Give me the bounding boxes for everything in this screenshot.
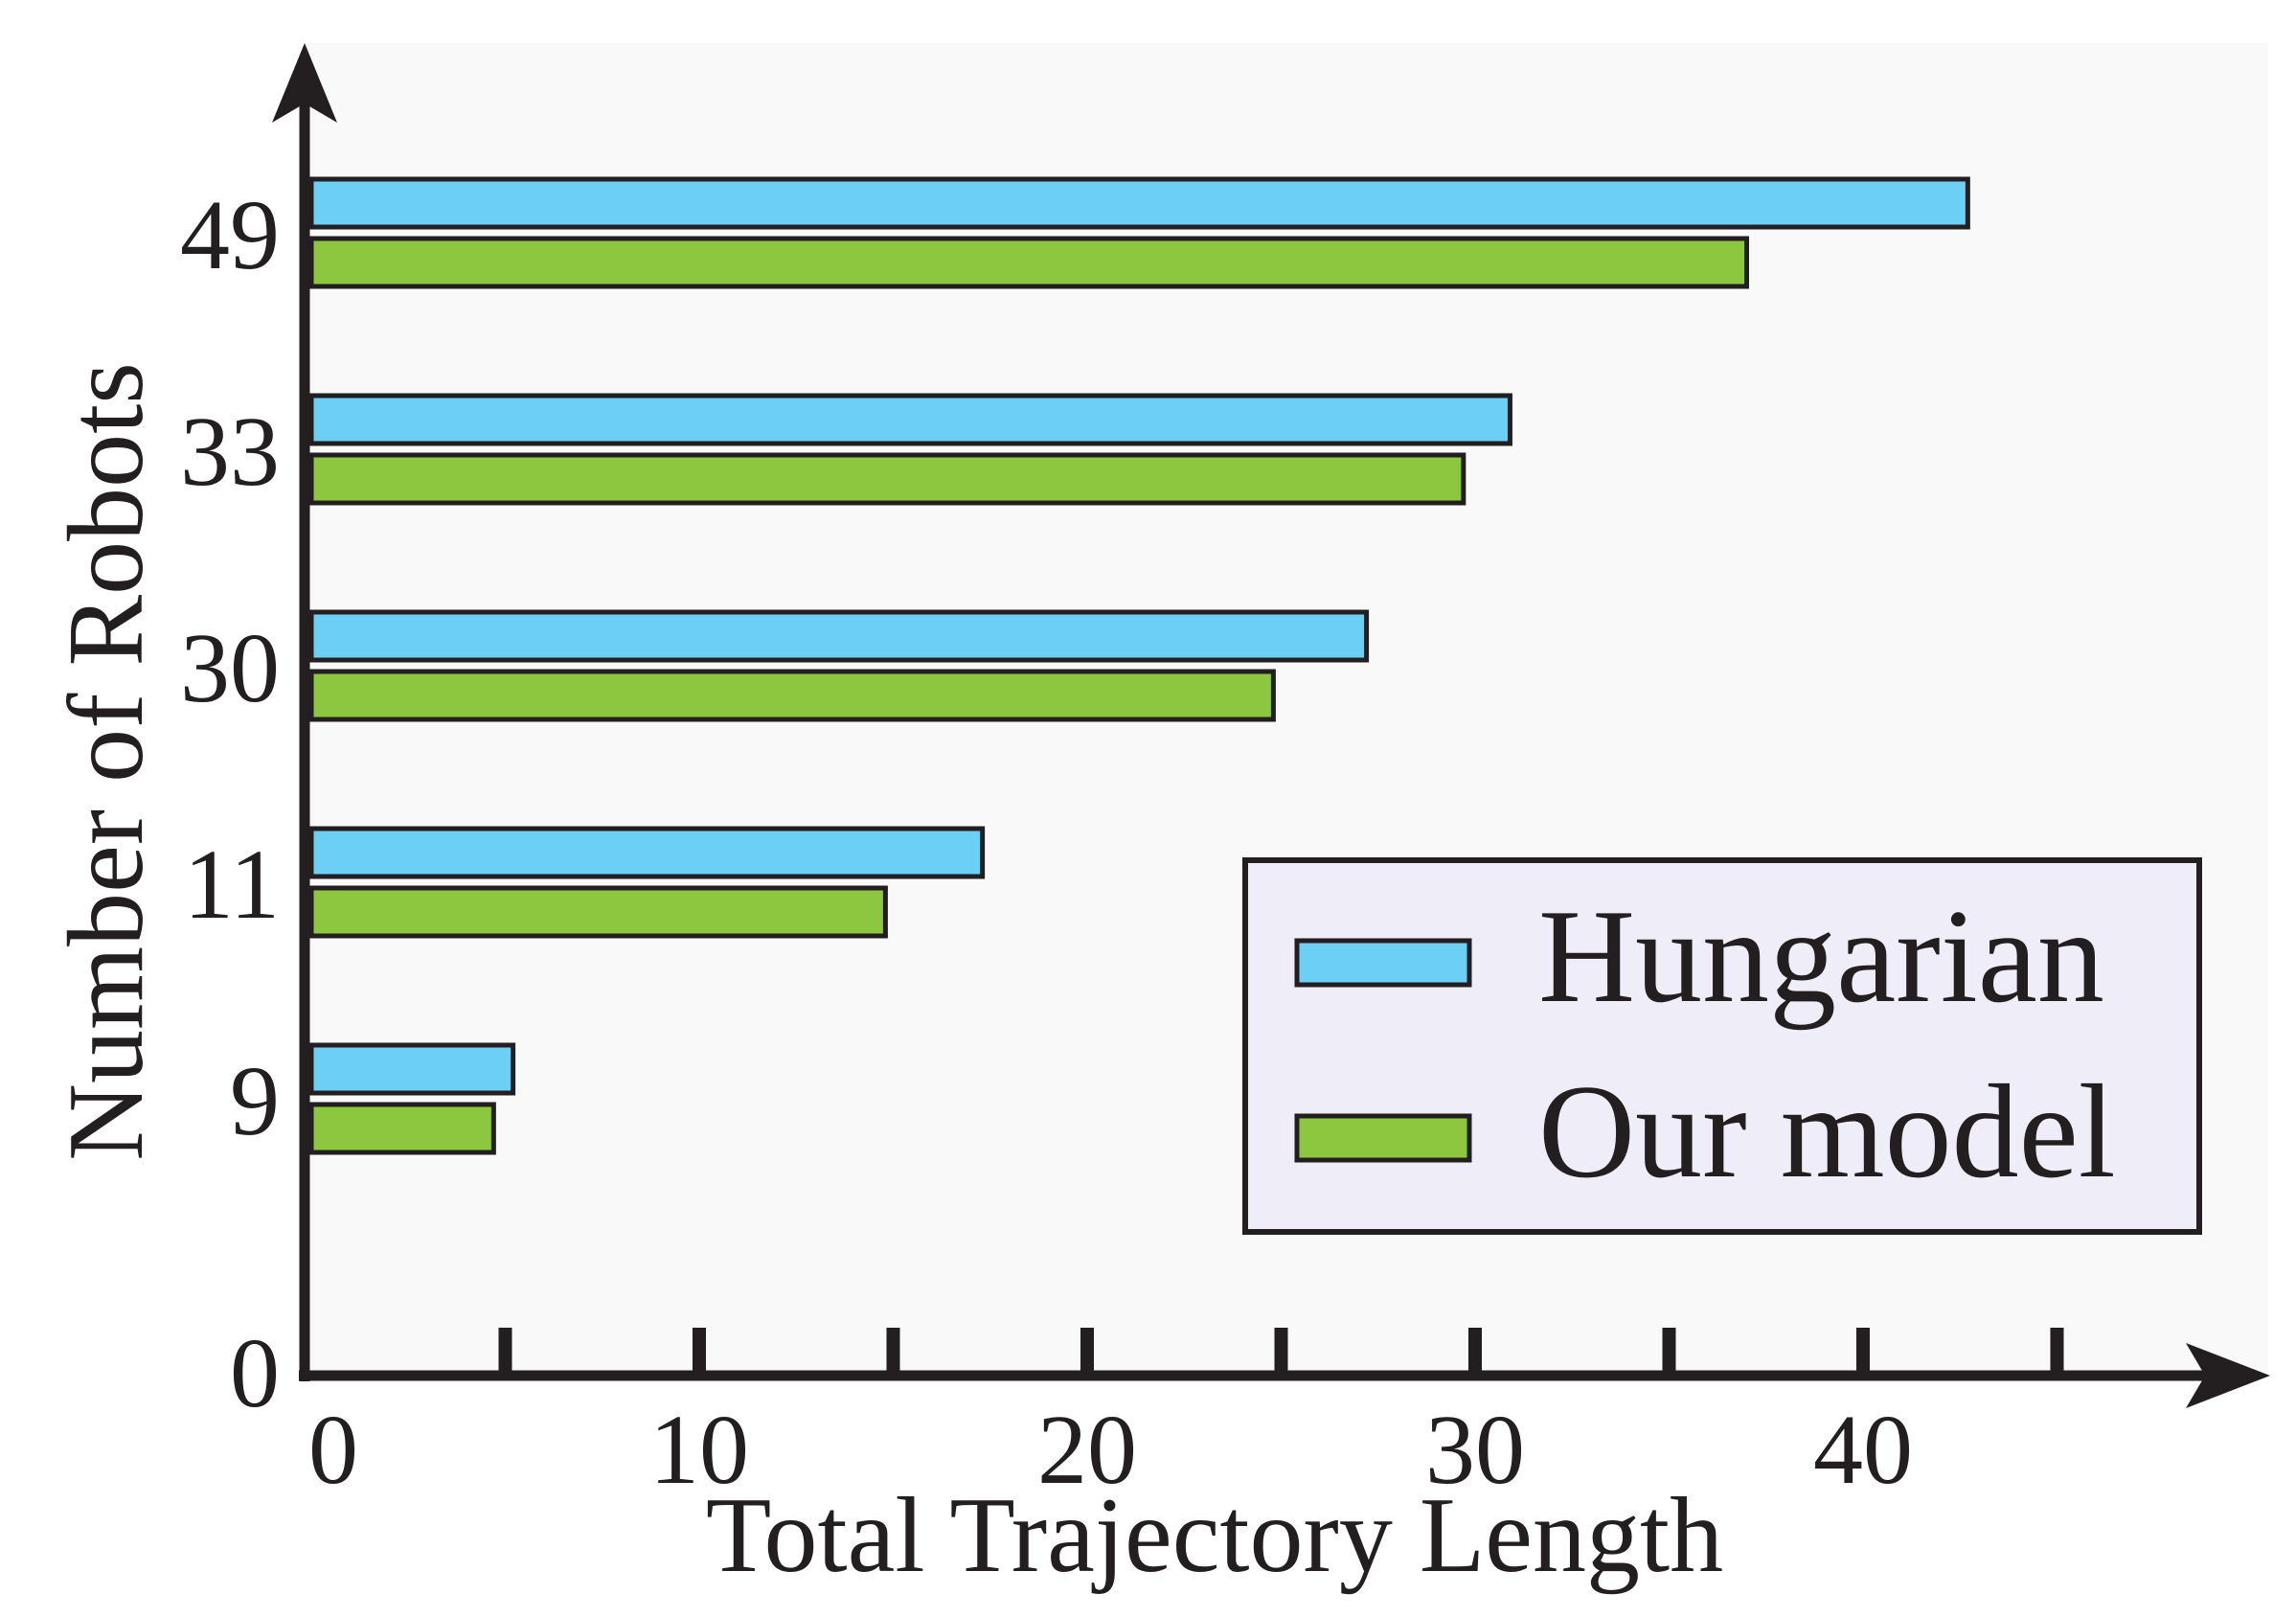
y-tick-label: 33 — [180, 397, 280, 507]
x-tick-label: 20 — [1037, 1395, 1137, 1505]
y-tick-label: 11 — [184, 830, 280, 940]
y-tick-label-origin: 0 — [230, 1318, 280, 1428]
y-axis-label: Number of Robots — [47, 362, 166, 1161]
bar-our-model-11 — [308, 885, 888, 939]
y-tick-label: 49 — [180, 180, 280, 290]
legend-label-hungarian: Hungarian — [1538, 882, 2104, 1031]
bar-our-model-33 — [308, 452, 1466, 506]
x-tick-label: 40 — [1813, 1395, 1913, 1505]
bar-hungarian-30 — [308, 609, 1370, 663]
x-ticks-layer: 0 10 20 30 40 — [308, 1328, 2064, 1505]
x-axis-label: Total Trajectory Length — [706, 1476, 1723, 1595]
y-ticks-layer: 9 11 30 33 49 0 — [180, 180, 280, 1428]
legend-label-our-model: Our model — [1538, 1058, 2116, 1206]
y-tick-label: 9 — [230, 1046, 280, 1156]
bar-hungarian-11 — [308, 826, 986, 879]
bar-hungarian-33 — [308, 393, 1512, 446]
bar-our-model-49 — [308, 236, 1749, 289]
bar-our-model-9 — [308, 1102, 496, 1155]
bar-hungarian-9 — [308, 1042, 516, 1096]
x-tick-label: 10 — [649, 1395, 749, 1505]
bar-hungarian-49 — [308, 176, 1970, 230]
legend-swatch-hungarian — [1294, 938, 1472, 988]
axes-layer — [272, 43, 2270, 1408]
x-tick-label: 0 — [308, 1395, 358, 1505]
legend-box — [1242, 857, 2202, 1235]
y-axis-arrow-icon — [272, 43, 337, 123]
legend-swatch-our-model — [1294, 1113, 1472, 1163]
legend: Hungarian Our model — [1242, 857, 2202, 1235]
x-tick-label: 30 — [1425, 1395, 1525, 1505]
y-tick-label: 30 — [180, 613, 280, 723]
x-axis-arrow-icon — [2186, 1343, 2270, 1408]
bar-our-model-30 — [308, 669, 1276, 722]
bars-layer — [308, 176, 1970, 1155]
